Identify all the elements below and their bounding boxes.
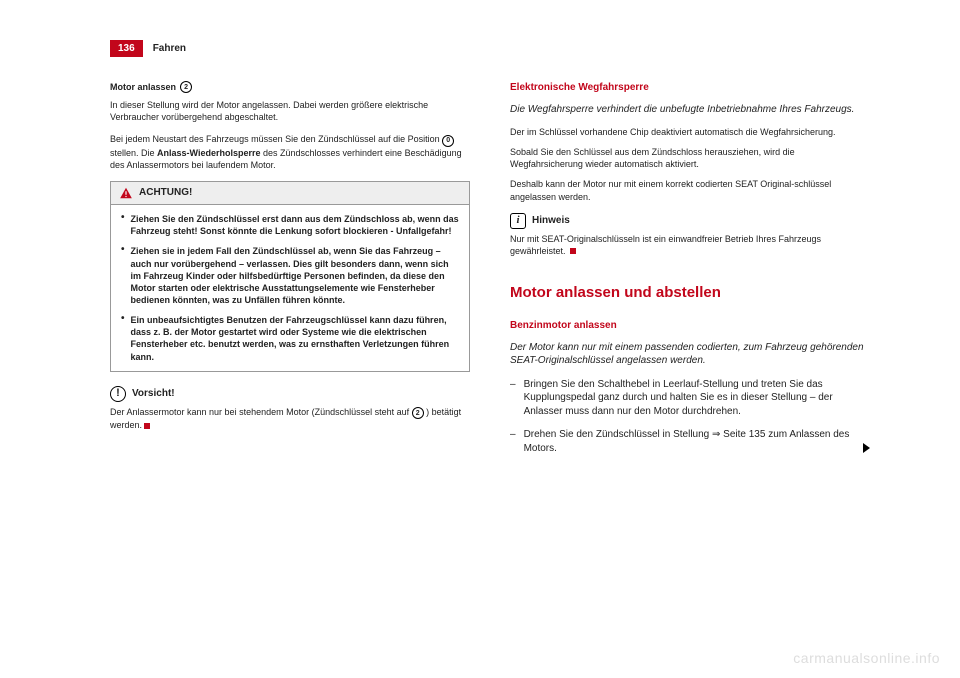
warning-body: • Ziehen Sie den Zündschlüssel erst dann… [111, 205, 469, 371]
caution-title: Vorsicht! [132, 387, 175, 401]
warning-title-row: ACHTUNG! [111, 181, 469, 205]
note-title: Hinweis [532, 214, 570, 228]
right-column: Elektronische Wegfahrsperre Die Wegfahrs… [510, 81, 870, 465]
dash-icon: – [510, 378, 516, 419]
motor-heading-text: Motor anlassen [110, 81, 176, 93]
left-column: Motor anlassen 2 In dieser Stellung wird… [110, 81, 470, 465]
continued-indicator [863, 442, 870, 456]
paragraph: In dieser Stellung wird der Motor angela… [110, 99, 470, 123]
step-item: – Bringen Sie den Schalthebel in Leerlau… [510, 378, 870, 419]
section-title: Motor anlassen und abstellen [510, 283, 870, 303]
step-text: Drehen Sie den Zündschlüssel in Stellung… [524, 428, 855, 455]
text-fragment: Bei jedem Neustart des Fahrzeugs müssen … [110, 134, 442, 144]
warning-text: Ziehen Sie den Zündschlüssel erst dann a… [131, 213, 459, 237]
end-of-section-icon [144, 423, 150, 429]
position-badge-2: 2 [412, 407, 424, 419]
page-number-badge: 136 [110, 40, 143, 57]
note-title-row: i Hinweis [510, 213, 870, 229]
step-text: Bringen Sie den Schalthebel in Leerlauf-… [524, 378, 870, 419]
continue-triangle-icon [863, 443, 870, 453]
dash-icon: – [510, 428, 516, 455]
caution-text: Der Anlassermotor kann nur bei stehendem… [110, 406, 470, 432]
warning-text: Ziehen sie in jedem Fall den Zündschlüss… [131, 245, 459, 306]
bullet-icon: • [121, 213, 125, 237]
note-box-icon: i [510, 213, 526, 229]
note-text: Nur mit SEAT-Originalschlüsseln ist ein … [510, 233, 870, 257]
bullet-icon: • [121, 245, 125, 306]
subsection-heading: Elektronische Wegfahrsperre [510, 81, 870, 95]
watermark-text: carmanualsonline.info [793, 650, 940, 666]
text-fragment: Nur mit SEAT-Originalschlüsseln ist ein … [510, 234, 821, 256]
warning-box: ACHTUNG! • Ziehen Sie den Zündschlüssel … [110, 181, 470, 372]
caution-title-row: ! Vorsicht! [110, 386, 470, 402]
warning-bullet: • Ziehen sie in jedem Fall den Zündschlü… [121, 245, 459, 306]
text-fragment: stellen. Die [110, 148, 157, 158]
position-badge-0: 0 [442, 135, 454, 147]
motor-heading: Motor anlassen 2 [110, 81, 470, 93]
step-item: – Drehen Sie den Zündschlüssel in Stellu… [510, 428, 870, 455]
bold-term: Anlass-Wiederholsperre [157, 148, 260, 158]
paragraph: Der im Schlüssel vorhandene Chip deaktiv… [510, 126, 870, 138]
text-fragment: Der Anlassermotor kann nur bei stehendem… [110, 407, 412, 417]
end-of-section-icon [570, 248, 576, 254]
warning-text: Ein unbeaufsichtigtes Benutzen der Fahrz… [131, 314, 459, 363]
caution-circle-icon: ! [110, 386, 126, 402]
bullet-icon: • [121, 314, 125, 363]
warning-bullet: • Ziehen Sie den Zündschlüssel erst dann… [121, 213, 459, 237]
lead-paragraph: Die Wegfahrsperre verhindert die unbefug… [510, 103, 870, 117]
paragraph: Bei jedem Neustart des Fahrzeugs müssen … [110, 133, 470, 171]
paragraph: Sobald Sie den Schlüssel aus dem Zündsch… [510, 146, 870, 170]
page-header: 136 Fahren [110, 40, 870, 57]
lead-paragraph: Der Motor kann nur mit einem passenden c… [510, 341, 870, 368]
chapter-title: Fahren [153, 43, 186, 54]
manual-page: 136 Fahren Motor anlassen 2 In dieser St… [0, 0, 960, 678]
warning-triangle-icon [119, 186, 133, 200]
position-badge-2: 2 [180, 81, 192, 93]
content-columns: Motor anlassen 2 In dieser Stellung wird… [110, 81, 870, 465]
warning-title: ACHTUNG! [139, 186, 192, 200]
subsection-heading: Benzinmotor anlassen [510, 319, 870, 333]
paragraph: Deshalb kann der Motor nur mit einem kor… [510, 178, 870, 202]
warning-bullet: • Ein unbeaufsichtigtes Benutzen der Fah… [121, 314, 459, 363]
